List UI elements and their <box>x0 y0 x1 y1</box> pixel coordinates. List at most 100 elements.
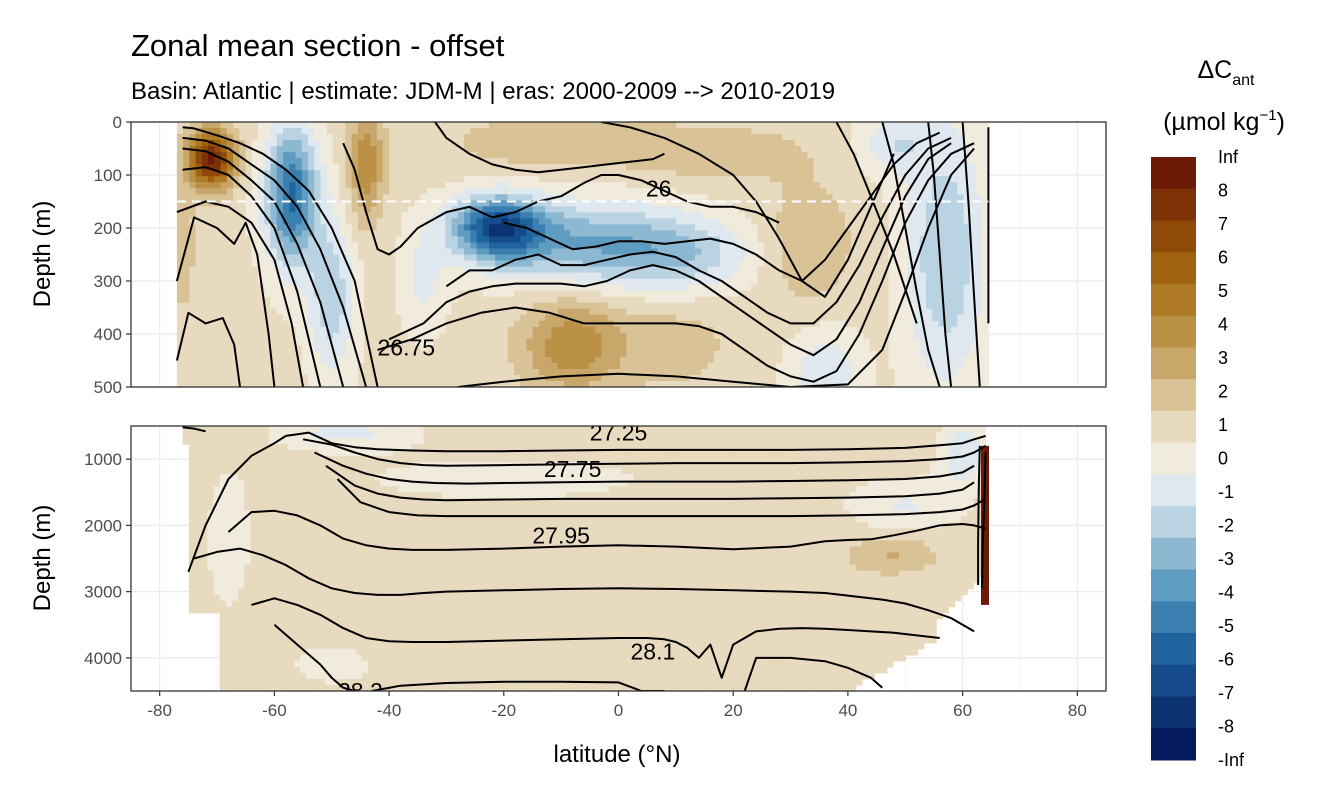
heatmap-cell <box>576 333 583 340</box>
heatmap-cell <box>320 176 327 183</box>
heatmap-cell <box>495 170 502 177</box>
heatmap-cell <box>782 309 789 316</box>
heatmap-cell <box>277 315 284 322</box>
heatmap-cell <box>601 206 608 213</box>
heatmap-cell <box>614 146 621 153</box>
heatmap-cell <box>246 309 253 316</box>
heatmap-cell <box>520 146 527 153</box>
heatmap-cell <box>408 122 415 129</box>
heatmap-cell <box>832 309 839 316</box>
heatmap-cell <box>545 152 552 159</box>
heatmap-cell <box>764 230 771 237</box>
heatmap-cell <box>589 291 596 298</box>
heatmap-cell <box>433 255 440 262</box>
heatmap-cell <box>683 218 690 225</box>
heatmap-cell <box>876 327 883 334</box>
heatmap-cell <box>458 303 465 310</box>
heatmap-cell <box>558 224 565 231</box>
heatmap-cell <box>502 122 509 129</box>
heatmap-cell <box>526 339 533 346</box>
heatmap-cell <box>233 261 240 268</box>
heatmap-cell <box>408 164 415 171</box>
heatmap-cell <box>832 315 839 322</box>
heatmap-cell <box>826 188 833 195</box>
heatmap-cell <box>352 218 359 225</box>
heatmap-cell <box>551 212 558 219</box>
heatmap-cell <box>789 152 796 159</box>
heatmap-cell <box>714 285 721 292</box>
heatmap-cell <box>745 158 752 165</box>
heatmap-cell <box>389 170 396 177</box>
heatmap-cell <box>214 261 221 268</box>
heatmap-cell <box>214 333 221 340</box>
heatmap-cell <box>526 134 533 141</box>
heatmap-cell <box>576 261 583 268</box>
heatmap-cell <box>764 176 771 183</box>
heatmap-cell <box>214 158 221 165</box>
heatmap-cell <box>801 176 808 183</box>
heatmap-cell <box>745 333 752 340</box>
heatmap-cell <box>233 309 240 316</box>
heatmap-cell <box>708 164 715 171</box>
heatmap-cell <box>739 255 746 262</box>
heatmap-cell <box>208 327 215 334</box>
heatmap-cell <box>395 267 402 274</box>
heatmap-cell <box>514 327 521 334</box>
heatmap-cell <box>177 369 184 376</box>
heatmap-cell <box>689 291 696 298</box>
heatmap-cell <box>633 357 640 364</box>
heatmap-cell <box>807 345 814 352</box>
heatmap-cell <box>489 327 496 334</box>
heatmap-cell <box>339 267 346 274</box>
heatmap-cell <box>339 158 346 165</box>
heatmap-cell <box>514 218 521 225</box>
heatmap-cell <box>601 188 608 195</box>
heatmap-cell <box>664 230 671 237</box>
heatmap-cell <box>626 357 633 364</box>
heatmap-cell <box>776 122 783 129</box>
heatmap-cell <box>420 261 427 268</box>
heatmap-cell <box>732 182 739 189</box>
heatmap-cell <box>626 351 633 358</box>
heatmap-cell <box>720 285 727 292</box>
heatmap-cell <box>608 146 615 153</box>
heatmap-cell <box>664 236 671 243</box>
heatmap-cell <box>826 164 833 171</box>
heatmap-cell <box>558 345 565 352</box>
heatmap-cell <box>271 291 278 298</box>
heatmap-cell <box>714 261 721 268</box>
heatmap-cell <box>526 242 533 249</box>
heatmap-cell <box>514 188 521 195</box>
heatmap-cell <box>539 164 546 171</box>
heatmap-cell <box>483 176 490 183</box>
heatmap-cell <box>583 128 590 135</box>
heatmap-cell <box>670 218 677 225</box>
heatmap-cell <box>439 273 446 280</box>
heatmap-cell <box>177 375 184 382</box>
heatmap-cell <box>352 212 359 219</box>
heatmap-cell <box>539 303 546 310</box>
heatmap-cell <box>445 158 452 165</box>
heatmap-cell <box>795 206 802 213</box>
heatmap-cell <box>458 170 465 177</box>
heatmap-cell <box>776 345 783 352</box>
heatmap-cell <box>470 345 477 352</box>
heatmap-cell <box>345 291 352 298</box>
heatmap-cell <box>364 255 371 262</box>
heatmap-cell <box>420 297 427 304</box>
heatmap-cell <box>633 273 640 280</box>
heatmap-cell <box>857 351 864 358</box>
heatmap-cell <box>658 351 665 358</box>
heatmap-cell <box>876 333 883 340</box>
heatmap-cell <box>633 309 640 316</box>
heatmap-cell <box>252 369 259 376</box>
heatmap-cell <box>289 164 296 171</box>
heatmap-cell <box>708 170 715 177</box>
heatmap-cell <box>820 152 827 159</box>
heatmap-cell <box>352 261 359 268</box>
heatmap-cell <box>620 224 627 231</box>
heatmap-cell <box>308 152 315 159</box>
heatmap-cell <box>614 224 621 231</box>
heatmap-cell <box>689 345 696 352</box>
heatmap-cell <box>533 285 540 292</box>
